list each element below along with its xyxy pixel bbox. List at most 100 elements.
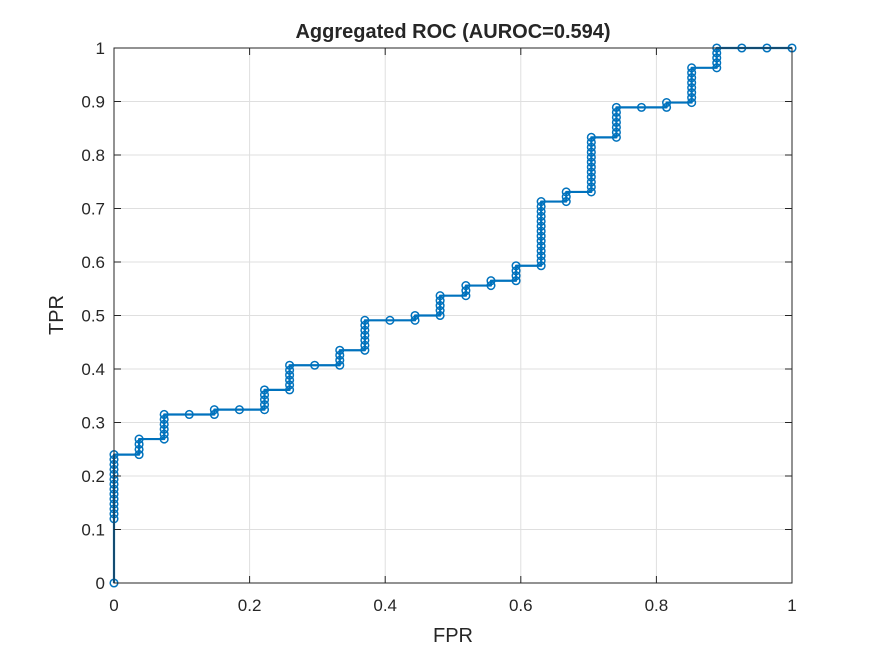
roc-point-marker	[536, 236, 546, 246]
roc-point-marker	[536, 211, 546, 221]
roc-point-marker	[586, 142, 596, 152]
roc-point-marker	[486, 276, 496, 286]
roc-point-marker	[561, 192, 571, 202]
roc-point-marker	[536, 246, 546, 256]
roc-point-marker	[159, 409, 169, 420]
roc-point-marker	[335, 345, 345, 355]
roc-point-marker	[636, 102, 647, 112]
roc-point-marker	[360, 345, 370, 355]
roc-point-marker	[611, 117, 621, 127]
roc-point-marker	[134, 434, 144, 444]
roc-point-marker	[586, 167, 596, 177]
roc-point-marker	[511, 266, 521, 276]
x-tick-label: 0.2	[238, 596, 262, 615]
roc-point-marker	[134, 439, 144, 449]
roc-point-marker	[259, 395, 270, 405]
roc-point-marker	[687, 68, 697, 78]
roc-point-marker	[611, 122, 621, 132]
roc-point-marker	[586, 162, 596, 172]
roc-point-marker	[360, 315, 370, 325]
roc-point-marker	[536, 241, 546, 251]
roc-point-marker	[687, 78, 697, 88]
x-tick-label: 0.4	[373, 596, 397, 615]
roc-point-marker	[360, 335, 370, 345]
y-axis-label: TPR	[46, 295, 68, 335]
roc-point-marker	[259, 400, 270, 410]
roc-point-marker	[410, 315, 420, 325]
roc-point-marker	[335, 350, 345, 360]
roc-point-marker	[385, 315, 395, 325]
roc-point-marker	[687, 73, 697, 83]
roc-point-marker	[159, 424, 169, 434]
roc-point-marker	[662, 98, 672, 108]
roc-point-marker	[285, 380, 295, 390]
roc-point-marker	[561, 187, 571, 197]
roc-step-line	[112, 46, 792, 583]
roc-point-marker	[536, 251, 546, 261]
roc-point-marker	[536, 231, 546, 241]
roc-point-marker	[159, 414, 169, 424]
roc-point-marker	[586, 147, 596, 157]
roc-point-marker	[285, 370, 295, 380]
roc-point-marker	[234, 405, 244, 415]
roc-point-marker	[335, 360, 345, 370]
x-axis-label: FPR	[433, 625, 473, 647]
roc-point-marker	[611, 132, 621, 142]
roc-point-marker	[687, 83, 697, 93]
roc-point-marker	[486, 280, 496, 291]
roc-point-marker	[209, 405, 219, 415]
roc-point-marker	[687, 88, 697, 98]
roc-point-marker	[586, 187, 596, 197]
roc-point-marker	[435, 296, 445, 306]
roc-point-marker	[335, 355, 345, 365]
roc-point-marker	[561, 196, 571, 207]
y-tick-label: 0.5	[81, 307, 105, 326]
roc-point-marker	[310, 360, 320, 370]
roc-point-marker	[586, 177, 596, 187]
roc-point-marker	[134, 444, 144, 454]
roc-point-marker	[461, 286, 471, 296]
roc-point-marker	[687, 63, 697, 73]
roc-point-marker	[360, 340, 370, 350]
roc-point-marker	[536, 221, 546, 231]
roc-point-marker	[662, 102, 672, 112]
x-tick-label: 1	[787, 596, 796, 615]
roc-point-marker	[536, 256, 546, 266]
roc-point-marker	[209, 409, 219, 420]
y-tick-label: 0.6	[81, 253, 105, 272]
roc-point-marker	[712, 58, 722, 68]
roc-point-marker	[285, 360, 295, 370]
y-tick-label: 0.1	[81, 521, 105, 540]
roc-point-marker	[259, 405, 270, 415]
roc-point-marker	[360, 325, 370, 335]
roc-curve	[109, 43, 797, 588]
roc-point-marker	[586, 137, 596, 147]
roc-point-marker	[285, 385, 295, 395]
roc-point-marker	[712, 53, 722, 63]
roc-point-marker	[611, 127, 621, 137]
roc-point-marker	[360, 320, 370, 330]
roc-point-marker	[159, 434, 169, 444]
roc-point-marker	[586, 182, 596, 192]
roc-point-marker	[435, 306, 445, 316]
y-tick-label: 0.7	[81, 200, 105, 219]
roc-point-marker	[159, 419, 169, 429]
roc-point-marker	[536, 196, 546, 207]
roc-point-marker	[285, 375, 295, 385]
roc-point-marker	[461, 280, 471, 291]
axis-ticks: 0 0.2 0.4 0.6 0.8 1 0 0.1 0.2 0.3 0.4 0.5 0.6 0.7 0.8 0…	[81, 39, 796, 615]
roc-point-marker	[435, 301, 445, 311]
y-tick-label: 0	[96, 574, 105, 593]
roc-point-marker	[536, 206, 546, 216]
roc-point-marker	[586, 132, 596, 142]
roc-point-marker	[435, 291, 445, 301]
roc-point-marker	[687, 93, 697, 103]
roc-point-marker	[184, 409, 194, 420]
roc-point-marker	[536, 201, 546, 212]
roc-point-marker	[134, 450, 144, 460]
roc-point-marker	[511, 261, 521, 271]
y-tick-label: 0.3	[81, 414, 105, 433]
roc-point-marker	[712, 63, 722, 73]
roc-point-marker	[259, 390, 270, 400]
roc-point-marker	[511, 276, 521, 286]
